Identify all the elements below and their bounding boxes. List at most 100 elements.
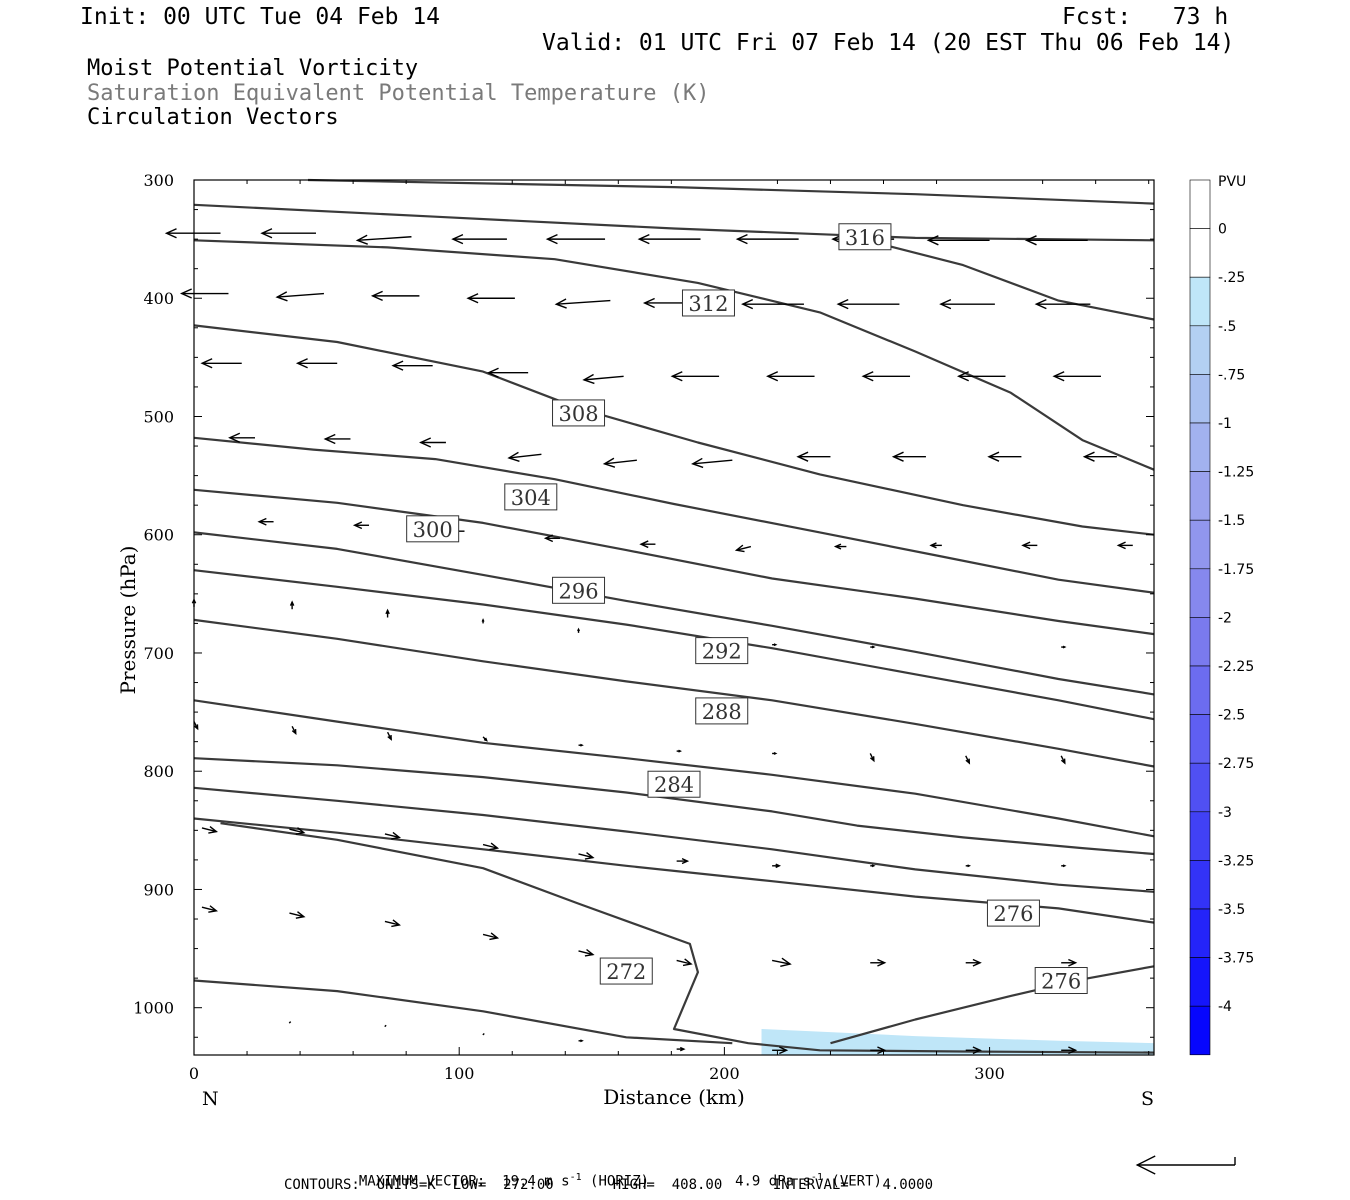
circulation-vector [355, 234, 412, 245]
contour-label-box [695, 697, 749, 725]
circulation-vector [578, 1039, 584, 1043]
circulation-vector [1021, 541, 1038, 550]
contour-label-box [695, 637, 749, 665]
circulation-vector [772, 1046, 789, 1055]
vector-head [681, 858, 690, 865]
theta-e-contour [193, 786, 1155, 893]
max-vector-horiz-value: MAXIMUM VECTOR: 19.4 m s [358, 1173, 570, 1190]
circulation-vector [836, 299, 900, 310]
vector-head [796, 451, 809, 462]
plot-frame [193, 179, 1155, 1056]
contour-label-box [647, 770, 701, 798]
circulation-vector [582, 373, 624, 385]
circulation-vector [577, 627, 580, 633]
circulation-vector [384, 1024, 387, 1028]
colorbar-swatch [1189, 665, 1211, 715]
circulation-vector [965, 1046, 982, 1055]
circulation-vector [676, 749, 682, 753]
colorbar-swatch [1189, 422, 1211, 472]
vector-head [773, 643, 778, 647]
vector-head [481, 618, 485, 622]
vector-head [929, 542, 937, 549]
vector-head [466, 293, 479, 304]
circulation-vector [482, 1033, 485, 1036]
circulation-vector [386, 731, 392, 741]
contour-label: 300 [406, 515, 460, 543]
x-tick-label: 300 [974, 1064, 1005, 1083]
vector-head [370, 290, 383, 302]
contour-info-note: CONTOURS: UNITS=K LOW= 272.00 HIGH= 408.… [284, 1177, 934, 1193]
vector-head [208, 825, 219, 834]
contour-label-text: 276 [993, 902, 1033, 926]
circulation-vector [578, 743, 584, 747]
vector-shaft [676, 959, 692, 965]
theta-e-contour [193, 699, 1155, 838]
vector-head [1021, 541, 1031, 550]
circulation-vector [602, 457, 637, 468]
vector-head [877, 958, 887, 967]
circulation-vector [451, 233, 507, 245]
circulation-vector [578, 948, 595, 957]
theta-e-contour [193, 488, 1155, 636]
circulation-vector [734, 544, 752, 553]
theta-e-contour [193, 203, 1155, 242]
vector-head [486, 367, 499, 378]
vector-head [489, 932, 500, 941]
contour-label-box [838, 223, 892, 251]
vector-shaft [583, 375, 624, 381]
circulation-vector [385, 608, 390, 618]
vector-head [967, 864, 972, 868]
vector-shaft [289, 828, 305, 834]
contour-label-text: 292 [702, 640, 742, 664]
colorbar-label: -3.75 [1218, 951, 1254, 967]
theta-e-contour [307, 178, 1155, 205]
circulation-vector [545, 233, 606, 245]
circulation-vector [772, 863, 782, 869]
vector-head [891, 451, 904, 462]
vert-unit-exponent: -1 [810, 1172, 823, 1183]
circulation-vector [1061, 645, 1067, 649]
circulation-vector [1060, 755, 1066, 765]
colorbar-label: -2.25 [1218, 659, 1254, 675]
vector-head [451, 233, 464, 245]
contour-label-text: 272 [606, 960, 646, 984]
theta-e-contour [193, 618, 1155, 768]
theta-e-contour [856, 236, 1155, 321]
y-tick-label: 300 [143, 171, 174, 190]
colorbar-swatch [1189, 228, 1211, 278]
colorbar-label: -3.25 [1218, 853, 1254, 869]
max-vector-note: MAXIMUM VECTOR: 19.4 m s-1 (HORIZ) 4.9 dP… [342, 1159, 882, 1189]
vector-head [735, 233, 748, 245]
vector-head [678, 749, 682, 753]
circulation-vector [870, 645, 876, 649]
vector-shaft [482, 843, 498, 849]
vector-head [582, 373, 595, 385]
contour-label-box [681, 289, 735, 317]
vector-head [1116, 541, 1126, 550]
vector-head [939, 299, 952, 310]
circulation-vector [861, 371, 911, 382]
contour-label: 296 [552, 576, 606, 604]
circulation-vector [482, 736, 488, 742]
colorbar-label: -2 [1218, 610, 1232, 626]
circulation-vector [870, 1046, 887, 1055]
vector-shaft [482, 933, 498, 939]
vector-head [602, 457, 616, 468]
vector-head [391, 831, 401, 840]
vector-head [580, 1039, 584, 1043]
theta-e-contour [193, 979, 733, 1045]
colorbar-label: -3 [1218, 805, 1232, 821]
circulation-vector [637, 233, 701, 245]
vector-head [1024, 235, 1037, 246]
vector-head [836, 299, 849, 310]
horiz-unit-exponent: -1 [569, 1172, 582, 1183]
circulation-vector [260, 228, 316, 239]
colorbar-swatch [1189, 957, 1211, 1007]
vector-head [1060, 758, 1066, 765]
contour-label: 304 [504, 483, 558, 511]
x-tick-label: 0 [189, 1064, 199, 1083]
circulation-vector [772, 643, 778, 647]
vector-dot [482, 1033, 485, 1036]
contour-label: 316 [838, 223, 892, 251]
